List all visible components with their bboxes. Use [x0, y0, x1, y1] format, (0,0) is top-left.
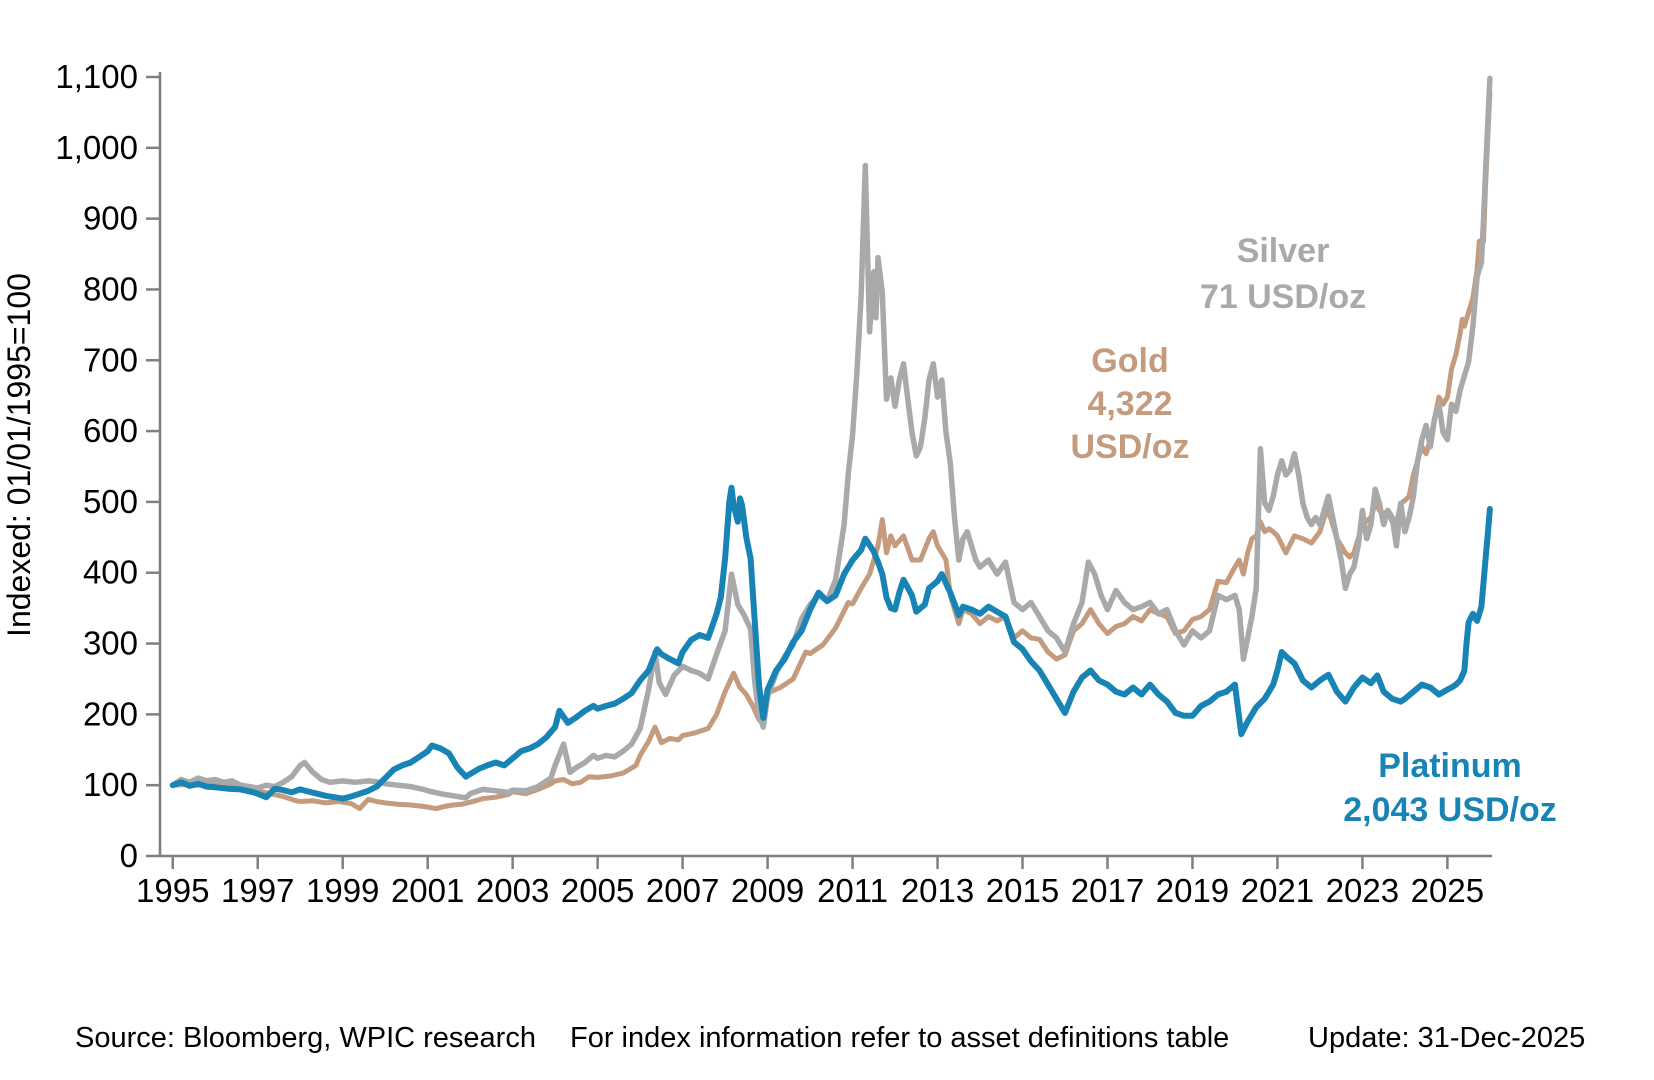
series-label-gold: USD/oz [1071, 428, 1190, 466]
chart-footer: Source: Bloomberg, WPIC research For ind… [0, 1018, 1654, 1058]
x-tick-label: 2019 [1156, 872, 1229, 909]
x-tick-label: 2005 [561, 872, 634, 909]
y-tick-label: 800 [83, 270, 138, 307]
x-tick-label: 2015 [986, 872, 1059, 909]
x-tick-label: 2003 [476, 872, 549, 909]
y-tick-label: 200 [83, 695, 138, 732]
x-tick-label: 2001 [391, 872, 464, 909]
source-note: Source: Bloomberg, WPIC research [75, 1022, 536, 1054]
x-tick-label: 1995 [136, 872, 209, 909]
y-tick-label: 400 [83, 554, 138, 591]
x-tick-label: 2023 [1326, 872, 1399, 909]
index-info-note: For index information refer to asset def… [570, 1022, 1230, 1054]
y-tick-label: 500 [83, 483, 138, 520]
series-label-silver: 71 USD/oz [1200, 278, 1366, 316]
update-date: Update: 31-Dec-2025 [1308, 1022, 1586, 1054]
x-tick-label: 2021 [1241, 872, 1314, 909]
series-label-platinum: 2,043 USD/oz [1343, 791, 1557, 829]
x-tick-label: 2011 [817, 872, 888, 909]
x-tick-label: 1997 [221, 872, 294, 909]
x-tick-label: 2009 [731, 872, 804, 909]
series-label-silver: Silver [1237, 232, 1330, 270]
series-annotations: Gold 4,322 USD/oz Silver 71 USD/oz Platinum 2,… [1071, 232, 1557, 829]
series-line-platinum [169, 484, 1493, 802]
series-line-silver [169, 75, 1493, 801]
y-tick-label: 1,000 [55, 129, 138, 166]
x-tick-label: 1999 [306, 872, 379, 909]
y-tick-label: 0 [120, 837, 138, 874]
axes: 0 100 200 300 400 500 600 700 800 900 1,000 1,100 19… [55, 58, 1492, 909]
series-lines [169, 75, 1493, 812]
y-tick-label: 300 [83, 625, 138, 662]
x-tick-label: 2013 [901, 872, 974, 909]
y-axis-title: Indexed: 01/01/1995=100 [1, 273, 37, 637]
y-tick-label: 700 [83, 341, 138, 378]
y-tick-label: 100 [83, 766, 138, 803]
y-tick-label: 600 [83, 412, 138, 449]
x-tick-label: 2007 [646, 872, 719, 909]
y-tick-label: 1,100 [55, 58, 138, 95]
series-label-platinum: Platinum [1378, 747, 1522, 785]
series-line-gold [170, 90, 1493, 812]
series-label-gold: 4,322 [1087, 385, 1172, 423]
x-tick-label: 2025 [1411, 872, 1484, 909]
series-label-gold: Gold [1091, 342, 1168, 380]
y-tick-label: 900 [83, 200, 138, 237]
x-tick-label: 2017 [1071, 872, 1144, 909]
